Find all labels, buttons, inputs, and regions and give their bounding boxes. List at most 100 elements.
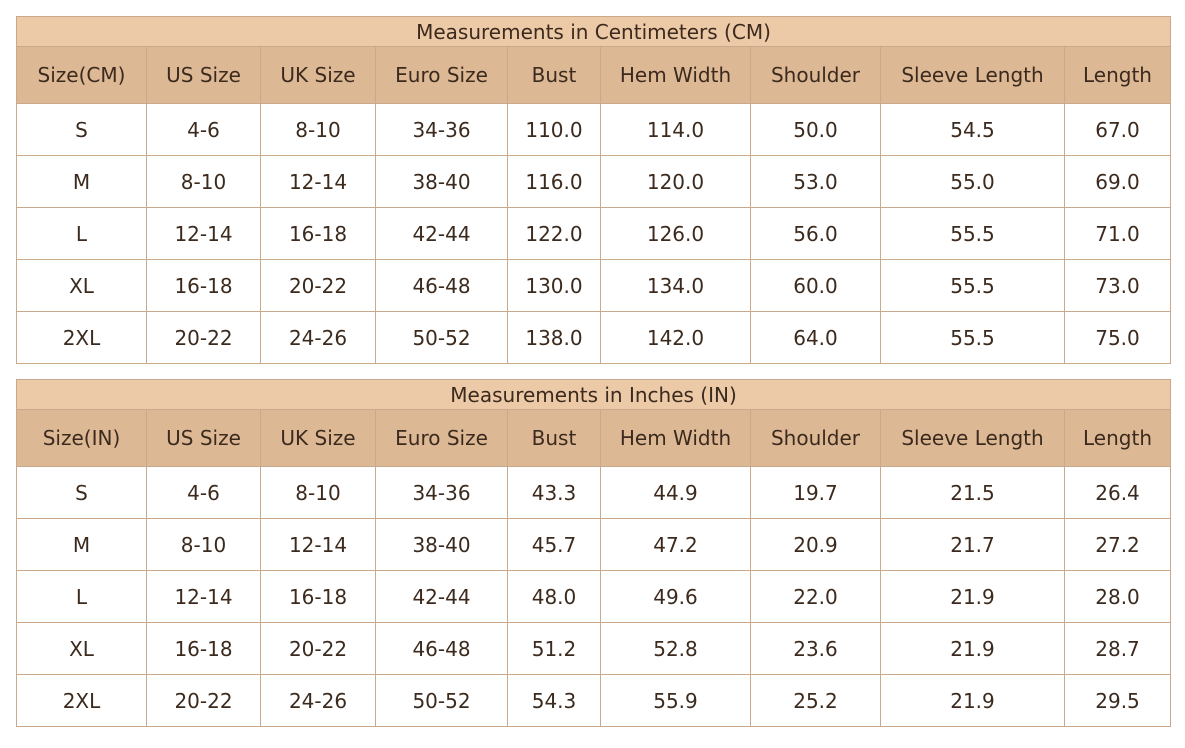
table-cell: 25.2 <box>750 674 881 727</box>
column-header: Size(CM) <box>16 46 147 104</box>
table-cell: 69.0 <box>1064 155 1171 208</box>
table-cell: 16-18 <box>146 622 261 675</box>
data-row: M 8-10 12-14 38-40 116.0 120.0 53.0 55.0 69.0 <box>16 155 1171 208</box>
table-title: Measurements in Centimeters (CM) <box>16 16 1171 47</box>
table-cell: 54.5 <box>880 103 1065 156</box>
table-cell: 16-18 <box>146 259 261 312</box>
table-cell: 134.0 <box>600 259 751 312</box>
table-cell: 116.0 <box>507 155 601 208</box>
table-cell: 67.0 <box>1064 103 1171 156</box>
table-cell: 28.7 <box>1063 622 1172 675</box>
table-cell: 24-26 <box>260 311 376 364</box>
column-header: Length <box>1064 46 1171 104</box>
table-cell: 34-36 <box>375 466 508 519</box>
column-header: Hem Width <box>600 409 751 467</box>
data-row: XL 16-18 20-22 46-48 130.0 134.0 60.0 55.5 73.0 <box>16 259 1171 312</box>
table-cell: L <box>16 207 147 260</box>
data-row: L 12-14 16-18 42-44 122.0 126.0 56.0 55.5 71.0 <box>16 207 1171 260</box>
table-cell: 12-14 <box>146 207 261 260</box>
table-cell: 21.7 <box>880 518 1065 571</box>
column-header: Shoulder <box>750 409 881 467</box>
table-cell: 46-48 <box>375 622 508 675</box>
table-cell: 75.0 <box>1064 311 1171 364</box>
table-cell: 44.9 <box>600 466 751 519</box>
data-row: M 8-10 12-14 38-40 45.7 47.2 20.9 21.7 27.2 <box>16 518 1172 571</box>
table-cell: 21.9 <box>880 622 1065 675</box>
table-cell: 46-48 <box>375 259 508 312</box>
table-cell: 4-6 <box>146 466 261 519</box>
table-cell: 8-10 <box>260 103 376 156</box>
data-row: L 12-14 16-18 42-44 48.0 49.6 22.0 21.9 28.0 <box>16 570 1172 623</box>
data-row: 2XL 20-22 24-26 50-52 54.3 55.9 25.2 21.9 29.5 <box>16 674 1172 727</box>
table-cell: 8-10 <box>146 155 261 208</box>
table-cell: 71.0 <box>1064 207 1171 260</box>
table-cell: 142.0 <box>600 311 751 364</box>
size-table: Measurements in Centimeters (CM) Size(CM)… <box>16 16 1171 364</box>
table-cell: 2XL <box>16 311 147 364</box>
table-cell: 28.0 <box>1063 570 1172 623</box>
table-cell: 55.5 <box>880 311 1065 364</box>
table-cell: 64.0 <box>750 311 881 364</box>
column-header: US Size <box>146 46 261 104</box>
table-cell: 47.2 <box>600 518 751 571</box>
table-cell: 122.0 <box>507 207 601 260</box>
column-header: Size(IN) <box>16 409 147 467</box>
column-header: Euro Size <box>375 46 508 104</box>
data-row: S 4-6 8-10 34-36 43.3 44.9 19.7 21.5 26.4 <box>16 466 1172 519</box>
table-cell: 27.2 <box>1063 518 1172 571</box>
table-cell: 52.8 <box>600 622 751 675</box>
table-cell: 48.0 <box>507 570 601 623</box>
table-cell: 38-40 <box>375 518 508 571</box>
table-cell: 23.6 <box>750 622 881 675</box>
table-cell: 42-44 <box>375 207 508 260</box>
column-header: Shoulder <box>750 46 881 104</box>
title-row: Measurements in Centimeters (CM) <box>16 16 1171 47</box>
table-cell: 20-22 <box>146 311 261 364</box>
column-header: Sleeve Length <box>880 46 1065 104</box>
table-cell: 21.9 <box>880 570 1065 623</box>
table-cell: 55.5 <box>880 259 1065 312</box>
data-row: XL 16-18 20-22 46-48 51.2 52.8 23.6 21.9 28.7 <box>16 622 1172 675</box>
column-header: US Size <box>146 409 261 467</box>
header-row: Size(IN) US Size UK Size Euro Size Bust Hem W… <box>16 409 1172 467</box>
table-cell: 19.7 <box>750 466 881 519</box>
table-cell: 49.6 <box>600 570 751 623</box>
table-cell: 51.2 <box>507 622 601 675</box>
table-cell: 21.5 <box>880 466 1065 519</box>
table-cell: 2XL <box>16 674 147 727</box>
table-cell: 130.0 <box>507 259 601 312</box>
table-cell: 12-14 <box>260 518 376 571</box>
table-cell: 43.3 <box>507 466 601 519</box>
table-cell: 16-18 <box>260 570 376 623</box>
table-cell: 50.0 <box>750 103 881 156</box>
table-cell: 126.0 <box>600 207 751 260</box>
table-cell: 114.0 <box>600 103 751 156</box>
table-cell: 54.3 <box>507 674 601 727</box>
table-cell: 60.0 <box>750 259 881 312</box>
table-cell: 4-6 <box>146 103 261 156</box>
title-row: Measurements in Inches (IN) <box>15 379 1172 410</box>
column-header: Bust <box>507 46 601 104</box>
table-cell: 50-52 <box>375 311 508 364</box>
table-cell: 12-14 <box>146 570 261 623</box>
table-cell: 38-40 <box>375 155 508 208</box>
table-cell: 138.0 <box>507 311 601 364</box>
table-cell: 20-22 <box>260 259 376 312</box>
table-cell: 8-10 <box>146 518 261 571</box>
table-cell: 110.0 <box>507 103 601 156</box>
table-cell: XL <box>16 622 147 675</box>
column-header: UK Size <box>260 46 376 104</box>
column-header: UK Size <box>260 409 376 467</box>
table-cell: 55.5 <box>880 207 1065 260</box>
table-cell: 8-10 <box>260 466 376 519</box>
header-row: Size(CM) US Size UK Size Euro Size Bust Hem W… <box>16 46 1171 104</box>
column-header: Bust <box>507 409 601 467</box>
table-cell: 55.9 <box>600 674 751 727</box>
column-header: Euro Size <box>375 409 508 467</box>
table-cell: S <box>16 103 147 156</box>
table-title: Measurements in Inches (IN) <box>15 379 1172 410</box>
table-cell: 120.0 <box>600 155 751 208</box>
table-cell: 45.7 <box>507 518 601 571</box>
table-cell: 16-18 <box>260 207 376 260</box>
